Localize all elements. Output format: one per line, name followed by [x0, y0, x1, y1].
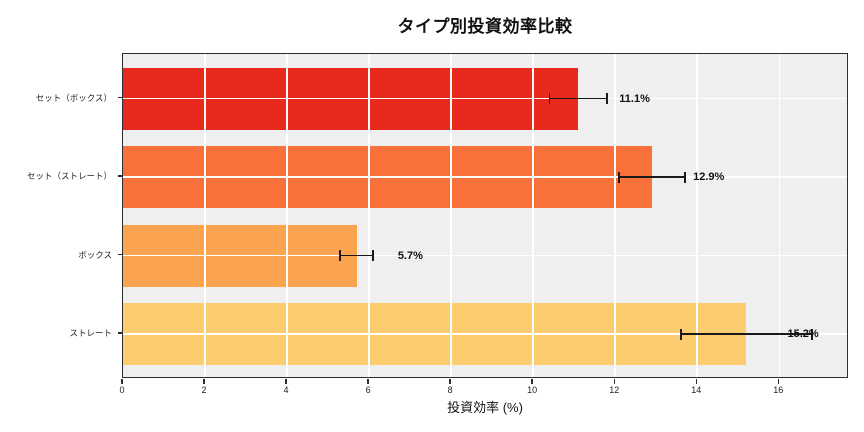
x-tick-mark: [777, 379, 779, 384]
y-category-label: セット（ボックス）: [35, 92, 112, 103]
gridline-vertical: [696, 54, 698, 377]
bar-value-label: 12.9%: [693, 171, 725, 183]
error-bar-cap: [679, 328, 682, 340]
gridline-horizontal: [123, 97, 847, 100]
plot-area: 11.1% 12.9% 5.7% 15.2%: [122, 53, 848, 378]
y-category-label: ストレート: [69, 328, 112, 338]
error-bar-cap: [372, 250, 375, 261]
y-tick-mark: [117, 96, 122, 99]
bar-value-label: 5.7%: [397, 249, 423, 262]
error-bar-cap: [339, 250, 342, 261]
x-tick-label: 16: [773, 385, 784, 395]
x-tick-mark: [367, 379, 369, 384]
error-bar: [340, 254, 374, 257]
x-tick-label: 6: [365, 385, 371, 395]
x-tick-label: 14: [691, 385, 702, 395]
y-category-label: ボックス: [78, 249, 112, 260]
x-tick-label: 10: [527, 385, 538, 395]
x-tick-mark: [121, 379, 123, 384]
error-bar-cap: [811, 328, 813, 340]
x-tick-label: 2: [201, 385, 207, 395]
x-tick-label: 0: [119, 385, 125, 395]
error-bar-cap: [548, 93, 551, 104]
y-tick-mark: [117, 175, 122, 177]
gridline-vertical: [450, 54, 452, 377]
gridline-horizontal: [123, 333, 847, 335]
gridline-vertical: [286, 54, 288, 377]
error-bar: [549, 97, 607, 100]
x-tick-label: 12: [609, 385, 620, 395]
error-bar: [680, 333, 813, 335]
y-category-label: セット（ストレート）: [26, 171, 112, 181]
bar-value-label: 11.1%: [619, 92, 650, 105]
x-axis-label: 投資効率 (%): [447, 400, 523, 415]
chart-title: タイプ別投資効率比較: [397, 17, 573, 36]
gridline-vertical: [368, 54, 370, 377]
y-tick-mark: [117, 253, 122, 256]
x-tick-label: 4: [283, 385, 289, 395]
x-tick-mark: [449, 379, 451, 384]
y-tick-mark: [117, 332, 122, 334]
bar-value-label: 15.2%: [787, 328, 819, 340]
gridline-vertical: [778, 54, 781, 377]
error-bar-cap: [684, 171, 686, 183]
x-tick-mark: [531, 379, 533, 384]
gridline-vertical: [614, 54, 616, 377]
gridline-horizontal: [123, 176, 847, 178]
error-bar: [619, 176, 685, 178]
error-bar-cap: [606, 93, 608, 104]
x-tick-mark: [285, 379, 287, 384]
error-bar-cap: [618, 171, 621, 183]
x-tick-mark: [613, 379, 615, 384]
gridline-vertical: [532, 54, 534, 377]
gridline-horizontal: [123, 254, 847, 257]
x-tick-label: 8: [447, 385, 453, 395]
x-tick-mark: [203, 379, 205, 384]
gridline-vertical: [204, 54, 206, 377]
x-tick-mark: [695, 379, 697, 384]
